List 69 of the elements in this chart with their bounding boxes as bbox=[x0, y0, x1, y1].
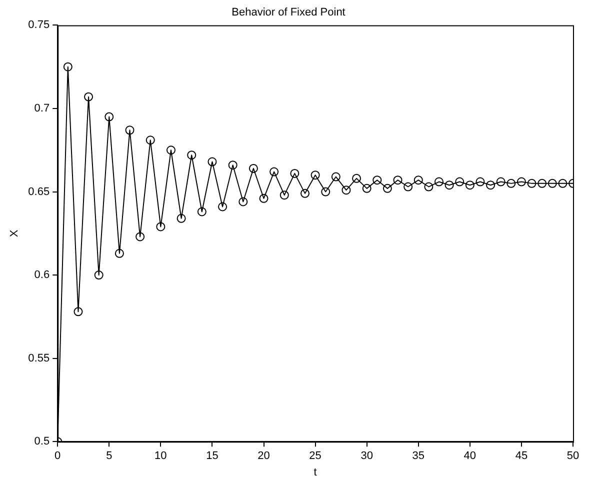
x-tick-label: 20 bbox=[258, 450, 270, 462]
x-tick-label: 5 bbox=[106, 450, 112, 462]
point bbox=[393, 176, 402, 185]
point bbox=[248, 164, 258, 173]
y-tick-label: 0.5 bbox=[34, 436, 50, 448]
point bbox=[270, 167, 279, 176]
point bbox=[208, 157, 217, 166]
point bbox=[218, 202, 228, 212]
point bbox=[424, 182, 434, 192]
point bbox=[516, 177, 526, 186]
point bbox=[290, 168, 300, 178]
point bbox=[496, 177, 506, 186]
point bbox=[476, 177, 485, 186]
y-axis-title: X bbox=[8, 229, 21, 238]
chart-title: Behavior of Fixed Point bbox=[232, 6, 346, 19]
point bbox=[136, 232, 145, 242]
point bbox=[125, 126, 134, 135]
point bbox=[404, 182, 413, 192]
point bbox=[506, 178, 516, 188]
x-tick-label: 30 bbox=[360, 450, 373, 462]
point bbox=[63, 62, 72, 72]
point bbox=[486, 180, 496, 190]
point bbox=[372, 176, 382, 185]
point bbox=[434, 177, 444, 186]
point bbox=[156, 222, 166, 232]
point bbox=[331, 172, 340, 182]
x-tick-label: 10 bbox=[154, 450, 167, 462]
point bbox=[228, 160, 238, 170]
point bbox=[342, 186, 351, 195]
point bbox=[104, 112, 114, 122]
x-tick-label: 0 bbox=[54, 450, 61, 462]
point bbox=[280, 190, 289, 200]
point bbox=[444, 180, 454, 190]
point bbox=[300, 188, 310, 198]
y-tick-label: 0.55 bbox=[28, 352, 50, 364]
point bbox=[176, 214, 186, 223]
y-tick-label: 0.7 bbox=[34, 102, 50, 115]
point bbox=[94, 270, 104, 280]
y-tick-label: 0.75 bbox=[28, 19, 50, 32]
point bbox=[197, 207, 206, 216]
point bbox=[187, 150, 196, 160]
point bbox=[238, 197, 248, 206]
y-tick-label: 0.6 bbox=[34, 269, 50, 282]
point bbox=[538, 178, 547, 188]
point bbox=[455, 177, 464, 186]
point bbox=[259, 194, 268, 203]
y-tick-label: 0.65 bbox=[28, 186, 50, 198]
x-tick-label: 35 bbox=[412, 450, 425, 462]
point bbox=[352, 174, 362, 183]
point bbox=[74, 307, 83, 316]
x-tick-label: 45 bbox=[515, 450, 528, 462]
x-tick-label: 15 bbox=[206, 450, 218, 462]
x-tick-label: 25 bbox=[309, 450, 322, 462]
point bbox=[362, 184, 372, 193]
point bbox=[146, 136, 155, 145]
x-tick-label: 50 bbox=[566, 450, 580, 462]
x-axis-title: t bbox=[314, 466, 317, 478]
point bbox=[465, 180, 474, 190]
point bbox=[382, 184, 392, 193]
x-tick-label: 40 bbox=[464, 450, 476, 462]
point bbox=[114, 248, 124, 258]
point bbox=[84, 92, 94, 102]
point bbox=[321, 187, 330, 196]
point bbox=[310, 170, 320, 180]
point bbox=[548, 178, 557, 188]
point bbox=[166, 146, 176, 155]
point bbox=[414, 176, 423, 185]
point bbox=[558, 178, 568, 188]
point bbox=[527, 178, 536, 188]
